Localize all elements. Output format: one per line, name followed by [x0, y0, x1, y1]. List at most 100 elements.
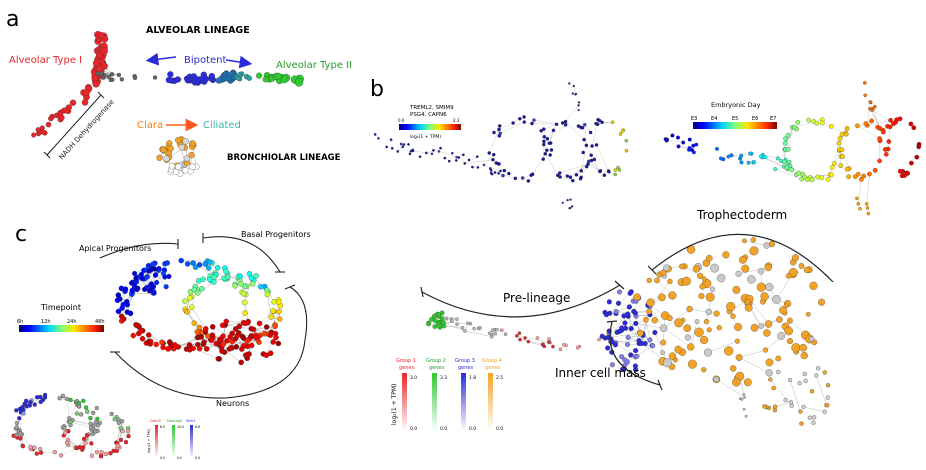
network-node	[270, 308, 276, 314]
network-node	[870, 108, 874, 112]
network-node	[238, 359, 244, 366]
network-node	[437, 150, 441, 153]
network-node	[647, 337, 653, 343]
network-node	[152, 272, 158, 278]
network-node	[233, 344, 240, 350]
network-node	[694, 327, 704, 337]
day-tick-2: E5	[732, 116, 738, 122]
network-edge	[739, 357, 770, 373]
network-node	[729, 365, 737, 372]
network-node	[175, 136, 182, 144]
network-node	[612, 342, 618, 348]
network-node	[829, 172, 834, 178]
network-node	[127, 310, 134, 317]
network-node	[563, 123, 568, 127]
network-node	[163, 284, 169, 290]
mini-gene-2-bar	[172, 425, 175, 458]
mini-gene-1-min: 0.0	[160, 456, 165, 460]
network-node	[574, 173, 579, 177]
network-node	[495, 327, 499, 332]
network-node	[402, 143, 406, 146]
network-node	[744, 303, 753, 312]
network-node	[687, 147, 691, 152]
group2-min: 0.0	[440, 426, 447, 432]
network-node	[603, 312, 609, 318]
network-node	[791, 343, 801, 353]
network-edge	[775, 402, 791, 407]
network-edge	[41, 451, 55, 453]
network-node	[275, 299, 282, 305]
network-node	[732, 285, 741, 294]
network-node	[734, 338, 740, 344]
network-node	[556, 173, 560, 178]
network-node	[646, 298, 655, 307]
network-node	[195, 278, 202, 284]
network-node	[455, 317, 459, 321]
network-node	[14, 432, 19, 437]
network-node	[594, 143, 599, 147]
network-edge	[489, 129, 500, 154]
network-node	[618, 132, 623, 136]
network-edge	[784, 127, 793, 150]
network-node	[598, 169, 603, 173]
network-node	[646, 277, 652, 284]
network-edge	[81, 414, 91, 424]
network-node	[547, 337, 551, 341]
network-node	[174, 76, 182, 83]
network-node	[586, 162, 590, 166]
group3-bar	[461, 373, 466, 431]
network-node	[609, 362, 615, 368]
network-node	[622, 320, 628, 326]
network-node	[569, 198, 572, 201]
network-node	[584, 143, 589, 148]
network-node	[188, 304, 195, 310]
network-node	[542, 135, 547, 139]
network-node	[373, 133, 377, 136]
nodes	[663, 81, 922, 216]
network-node	[84, 433, 90, 438]
network-edge	[191, 307, 206, 329]
network-node	[198, 334, 204, 340]
network-edge	[543, 124, 557, 130]
network-edge	[498, 173, 516, 179]
network-node	[235, 75, 241, 81]
network-node	[807, 415, 813, 420]
network-edge	[857, 125, 880, 139]
network-node	[786, 147, 791, 152]
network-node	[911, 125, 917, 131]
network-node	[742, 407, 746, 411]
network-node	[125, 429, 131, 434]
network-edge	[580, 166, 587, 178]
network-node	[133, 275, 139, 281]
network-edge	[649, 306, 664, 329]
network-node	[568, 175, 573, 179]
network-edge	[641, 311, 650, 344]
network-node	[651, 317, 658, 324]
network-node	[624, 148, 629, 153]
network-edge	[581, 145, 587, 171]
network-node	[701, 367, 707, 373]
network-node	[152, 266, 158, 272]
network-node	[746, 160, 751, 165]
network-edge	[573, 85, 577, 95]
network-node	[738, 156, 743, 161]
network-node	[855, 123, 860, 129]
group2-bar	[432, 373, 437, 431]
network-node	[263, 324, 270, 330]
trophectoderm-bracket	[651, 233, 830, 279]
network-node	[63, 107, 70, 114]
network-node	[507, 171, 511, 176]
group3-line1: Group 3	[455, 358, 475, 364]
network-node	[682, 276, 691, 286]
network-node	[471, 165, 474, 169]
network-node	[829, 165, 835, 170]
network-node	[74, 411, 80, 416]
network-node	[808, 336, 815, 342]
network-node	[52, 449, 57, 455]
network-node	[908, 121, 914, 127]
network-node	[32, 402, 37, 407]
network-node	[159, 339, 165, 345]
network-node	[787, 160, 792, 165]
network-node	[139, 335, 146, 342]
